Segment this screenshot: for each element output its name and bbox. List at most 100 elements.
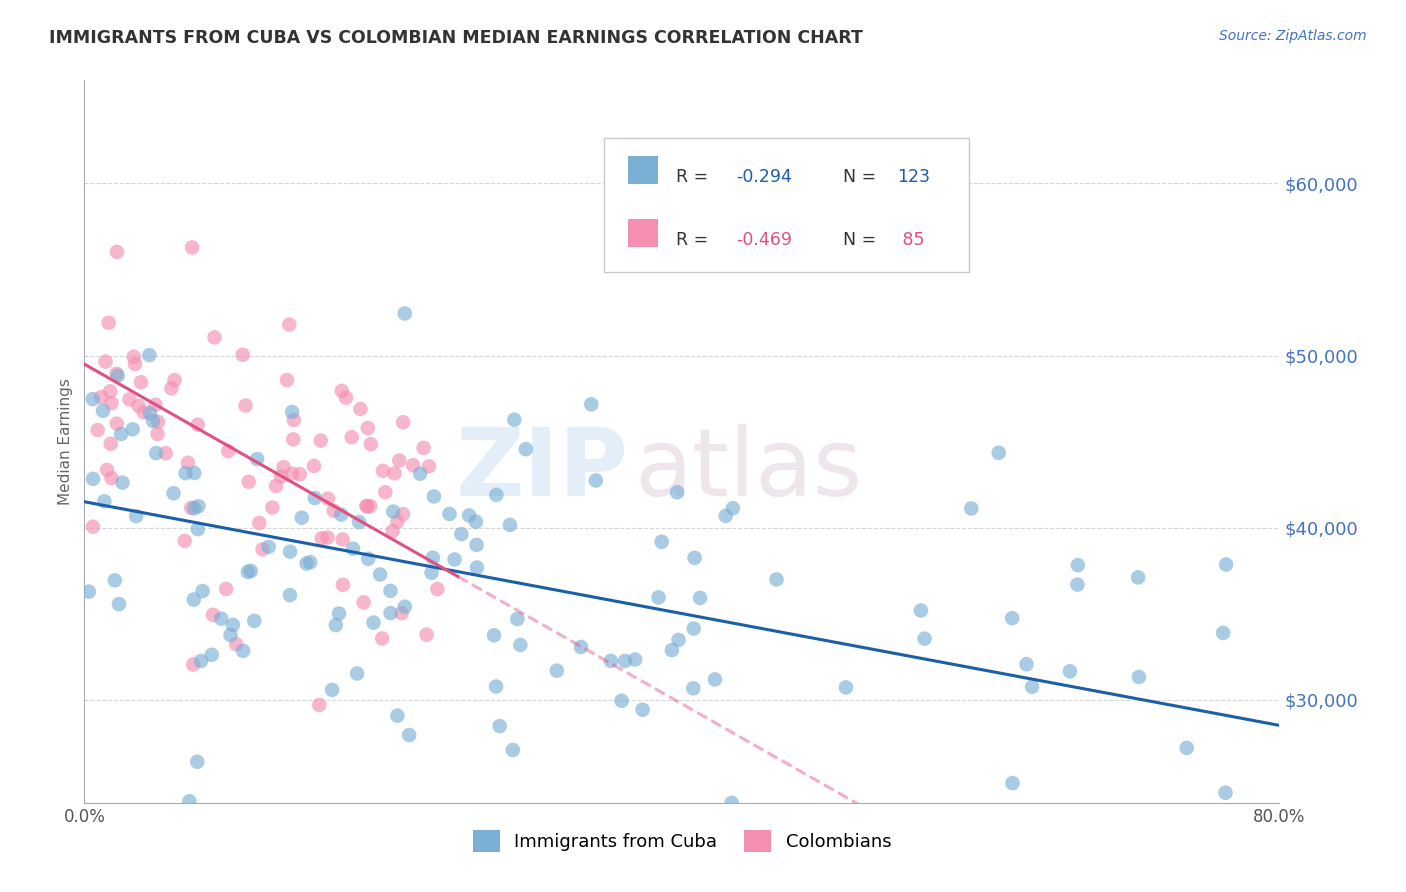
Point — [77, 584, 100, 599]
Point — [162, 486, 184, 500]
Point — [111, 475, 134, 490]
Point — [86, 423, 108, 437]
Point — [624, 652, 647, 666]
Point — [387, 515, 409, 529]
Point — [217, 444, 239, 458]
Point — [104, 574, 127, 588]
Point — [503, 413, 526, 427]
Point — [721, 501, 744, 516]
Point — [499, 517, 522, 532]
Point — [105, 367, 128, 381]
Point — [368, 567, 391, 582]
Point — [139, 406, 162, 420]
Point — [1126, 570, 1149, 584]
Point — [910, 603, 932, 617]
Point — [183, 592, 205, 607]
Point — [581, 397, 603, 411]
Point — [283, 413, 305, 427]
Point — [439, 507, 461, 521]
Point — [651, 534, 673, 549]
Point — [1215, 786, 1237, 800]
Text: 85: 85 — [897, 231, 925, 250]
Point — [129, 376, 152, 390]
Point — [412, 441, 434, 455]
Point — [163, 373, 186, 387]
Point — [177, 456, 200, 470]
Point — [278, 588, 301, 602]
Point — [257, 540, 280, 554]
Point — [295, 557, 318, 571]
Point — [96, 463, 118, 477]
Point — [190, 654, 212, 668]
Point — [392, 415, 415, 429]
Point — [387, 708, 409, 723]
Text: N =: N = — [844, 231, 882, 250]
Point — [415, 628, 437, 642]
Point — [201, 648, 224, 662]
Point — [174, 466, 197, 480]
Point — [482, 628, 505, 642]
Point — [309, 434, 332, 448]
Point — [506, 612, 529, 626]
Point — [418, 459, 440, 474]
Point — [247, 516, 270, 530]
Point — [142, 414, 165, 428]
Point — [388, 453, 411, 467]
Point — [465, 560, 488, 574]
Point — [222, 618, 245, 632]
Text: ZIP: ZIP — [456, 425, 628, 516]
Point — [264, 479, 287, 493]
Point — [107, 368, 129, 383]
Point — [342, 541, 364, 556]
Point — [94, 354, 117, 368]
Point — [1059, 665, 1081, 679]
Legend: Immigrants from Cuba, Colombians: Immigrants from Cuba, Colombians — [465, 822, 898, 859]
Point — [160, 381, 183, 395]
Point — [409, 467, 432, 481]
Point — [219, 628, 242, 642]
Point — [146, 426, 169, 441]
Point — [631, 703, 654, 717]
Point — [502, 743, 524, 757]
Point — [614, 654, 637, 668]
Point — [1175, 740, 1198, 755]
Point — [236, 565, 259, 579]
Point — [1001, 611, 1024, 625]
Point — [252, 542, 274, 557]
Point — [238, 475, 260, 489]
Point — [381, 524, 404, 538]
Point — [689, 591, 711, 605]
Point — [146, 415, 169, 429]
Point — [357, 421, 380, 435]
Point — [145, 446, 167, 460]
Point — [359, 499, 381, 513]
Point — [450, 527, 472, 541]
Point — [394, 306, 416, 320]
Point — [335, 391, 357, 405]
Point — [714, 508, 737, 523]
Point — [485, 680, 508, 694]
Point — [128, 399, 150, 413]
Point — [1021, 680, 1043, 694]
Point — [125, 509, 148, 524]
Point — [465, 538, 488, 552]
Point — [90, 390, 112, 404]
Point — [363, 615, 385, 630]
Point — [322, 504, 344, 518]
Point — [325, 618, 347, 632]
Point — [346, 666, 368, 681]
Text: -0.294: -0.294 — [735, 168, 792, 186]
Point — [179, 794, 201, 808]
Point — [332, 533, 354, 547]
Point — [239, 564, 262, 578]
Point — [765, 573, 787, 587]
Point — [308, 698, 330, 712]
Point — [186, 755, 208, 769]
Point — [108, 597, 131, 611]
Point — [683, 550, 706, 565]
Point — [1215, 558, 1237, 572]
Point — [281, 467, 304, 481]
Text: -0.469: -0.469 — [735, 231, 792, 250]
Point — [105, 244, 128, 259]
Y-axis label: Median Earnings: Median Earnings — [58, 378, 73, 505]
